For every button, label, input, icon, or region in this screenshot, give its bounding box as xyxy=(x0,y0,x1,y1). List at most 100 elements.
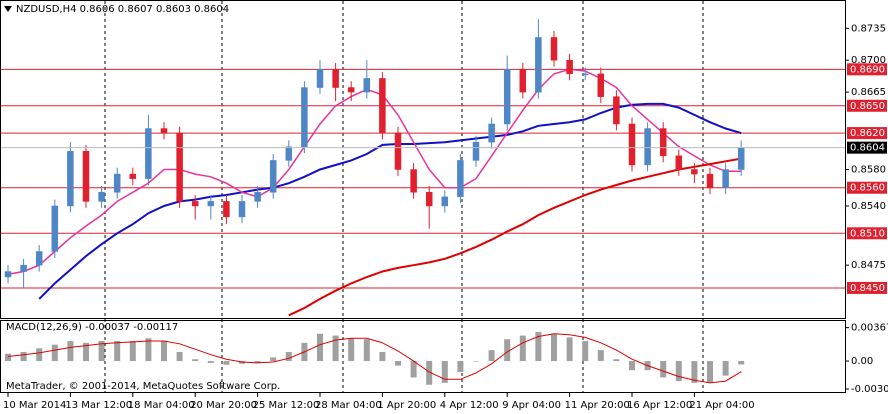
x-tick-label: 21 Apr 04:00 xyxy=(689,400,754,411)
y-tick-label: 0.8700 xyxy=(851,55,886,66)
candle-body xyxy=(363,78,371,93)
candle-body xyxy=(425,192,433,207)
level-label-box xyxy=(847,281,887,294)
candle-body xyxy=(597,73,605,97)
macd-title: MACD(12,26,9) -0.00037 -0.00117 xyxy=(6,322,178,333)
x-tick-label: 25 Mar 12:00 xyxy=(253,400,320,411)
candle-body xyxy=(535,37,542,93)
candle-body xyxy=(176,132,183,202)
candle-body xyxy=(457,160,464,198)
x-tick-label: 13 Mar 12:00 xyxy=(65,400,132,411)
candle-body xyxy=(659,128,667,157)
macd-bar xyxy=(114,341,121,362)
chart-title: NZDUSD,H4 0.8606 0.8607 0.8603 0.8604 xyxy=(16,4,229,15)
candle-body xyxy=(503,69,511,125)
candle-body xyxy=(441,196,449,207)
macd-bar xyxy=(379,351,386,362)
candle-body xyxy=(207,201,215,207)
macd-bar xyxy=(223,361,230,365)
candle-body xyxy=(316,69,324,88)
macd-bar xyxy=(176,351,183,362)
level-label: 0.8560 xyxy=(850,183,885,194)
macd-bar xyxy=(332,335,339,362)
candle-body xyxy=(691,169,698,175)
candle-body xyxy=(51,205,59,252)
candle-body xyxy=(269,160,277,193)
macd-bar xyxy=(613,359,620,362)
last-price-box xyxy=(847,141,887,154)
macd-bar xyxy=(426,361,433,385)
candle-body xyxy=(347,87,355,93)
candle-body xyxy=(394,132,402,170)
x-tick-label: 11 Apr 20:00 xyxy=(565,400,630,411)
candle-body xyxy=(160,128,168,134)
candle-body xyxy=(20,264,27,272)
macd-bar xyxy=(5,353,11,362)
candle-body xyxy=(472,141,480,161)
x-tick-label: 18 Mar 04:00 xyxy=(128,400,195,411)
macd-bar xyxy=(566,337,573,362)
indicator-line xyxy=(38,102,742,300)
macd-bar xyxy=(707,361,713,383)
candle-body xyxy=(332,69,339,88)
macd-bar xyxy=(660,361,667,378)
candle-body xyxy=(737,147,745,170)
macd-bar xyxy=(675,361,682,382)
indicator-line xyxy=(7,333,742,384)
macd-bar xyxy=(192,359,199,362)
candle-body xyxy=(410,169,417,193)
macd-bar xyxy=(519,335,526,362)
macd-bar xyxy=(254,361,261,363)
y-tick-label: 0.8540 xyxy=(851,201,886,212)
y-tick-label: -0.00307 xyxy=(851,384,888,395)
level-label: 0.8620 xyxy=(850,128,885,139)
candle-body xyxy=(519,69,527,93)
indicator-line xyxy=(7,68,742,276)
candle-body xyxy=(129,173,137,179)
macd-bar xyxy=(691,361,698,383)
macd-bar xyxy=(270,357,277,362)
x-tick-label: 20 Mar 20:00 xyxy=(190,400,257,411)
candle-body xyxy=(98,192,105,202)
level-label-box xyxy=(847,63,887,76)
candle-body xyxy=(4,271,12,278)
x-tick-label: 16 Apr 12:00 xyxy=(627,400,692,411)
candle-body xyxy=(566,59,573,75)
level-label-box xyxy=(847,127,887,140)
macd-bar xyxy=(67,341,74,362)
macd-bar xyxy=(285,351,292,362)
y-tick-label: 0.00367 xyxy=(851,323,888,334)
macd-bar xyxy=(457,361,464,372)
level-label: 0.8450 xyxy=(850,283,885,294)
macd-bar xyxy=(145,338,152,362)
macd-bar xyxy=(410,361,417,378)
x-tick-label: 1 Apr 20:00 xyxy=(377,400,436,411)
x-tick-label: 9 Apr 04:00 xyxy=(502,400,561,411)
macd-bar xyxy=(629,361,635,371)
level-label-box xyxy=(847,181,887,194)
macd-bar xyxy=(504,339,511,362)
macd-bar xyxy=(83,342,89,362)
level-label-box xyxy=(847,227,887,240)
x-tick-label: 4 Apr 12:00 xyxy=(440,400,499,411)
macd-bar xyxy=(20,351,27,362)
x-tick-label: 28 Mar 04:00 xyxy=(315,400,382,411)
y-tick-label: 0.8735 xyxy=(851,23,886,34)
macd-bar xyxy=(98,341,105,362)
macd-bar xyxy=(36,348,43,362)
candle-body xyxy=(191,201,199,207)
macd-bar xyxy=(129,341,136,362)
macd-bar xyxy=(551,333,557,362)
candle-body xyxy=(82,151,90,202)
period-separators xyxy=(104,1,704,392)
indicator-line xyxy=(288,157,742,317)
macd-panel xyxy=(0,320,846,393)
macd-bar xyxy=(722,361,729,376)
last-price-label: 0.8604 xyxy=(850,143,885,154)
candle-body xyxy=(67,151,74,207)
candle-body xyxy=(145,128,152,179)
title-arrow xyxy=(4,6,12,12)
candle-body xyxy=(675,155,683,170)
level-label: 0.8510 xyxy=(850,228,885,239)
candle-body xyxy=(706,173,714,188)
